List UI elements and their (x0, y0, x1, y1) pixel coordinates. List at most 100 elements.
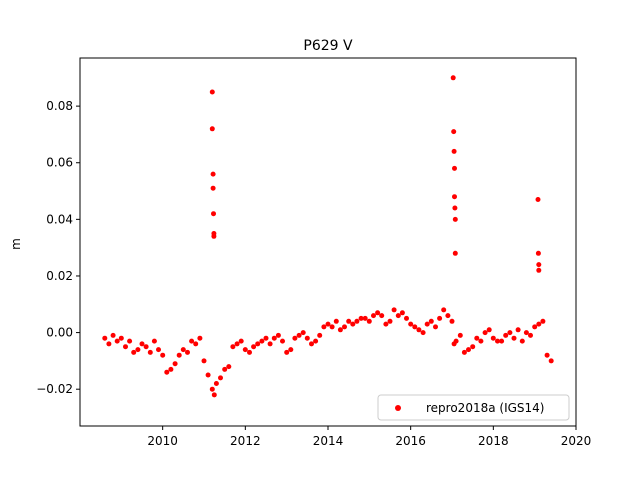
data-point (519, 338, 525, 344)
data-point (218, 375, 223, 381)
data-point (404, 315, 409, 321)
data-point (536, 321, 542, 327)
data-point (304, 335, 310, 341)
data-point (457, 332, 463, 338)
data-point (333, 318, 339, 324)
outlier-point (209, 126, 215, 132)
y-tick-label: 0.08 (46, 99, 73, 113)
outlier-point (535, 197, 541, 202)
data-point (313, 338, 319, 344)
x-tick-label: 2010 (147, 434, 178, 448)
chart-title: P629 V (303, 38, 353, 54)
data-point (412, 324, 418, 330)
data-point (238, 338, 244, 344)
data-point (371, 313, 376, 319)
data-point (515, 327, 521, 333)
data-point (259, 338, 265, 344)
x-tick-label: 2018 (478, 434, 509, 448)
outlier-point (452, 250, 458, 256)
y-tick-label: −0.02 (36, 382, 73, 396)
x-tick-label: 2016 (395, 434, 426, 448)
y-axis-label: m (9, 238, 23, 250)
data-point (156, 347, 161, 353)
data-point (296, 332, 302, 338)
data-point (160, 352, 166, 358)
data-point (395, 313, 401, 319)
y-tick-label: 0.02 (46, 269, 73, 283)
data-point (548, 358, 554, 364)
data-point (495, 338, 500, 344)
outlier-point (536, 262, 542, 268)
data-point (205, 372, 211, 378)
data-point (420, 330, 426, 336)
data-point (428, 318, 434, 324)
data-layer (102, 75, 554, 398)
outlier-point (451, 148, 457, 154)
data-point (211, 392, 217, 398)
data-point (172, 361, 178, 367)
data-point (482, 330, 488, 336)
outlier-point (210, 185, 216, 191)
legend-label: repro2018a (IGS14) (426, 401, 544, 415)
data-point (523, 330, 529, 336)
data-point (226, 364, 232, 370)
data-point (280, 338, 285, 344)
data-point (445, 313, 451, 319)
data-point (267, 341, 273, 347)
outlier-point (211, 211, 216, 217)
outlier-point (452, 216, 458, 222)
data-point (362, 315, 368, 321)
axes-frame (79, 57, 577, 427)
data-point (346, 318, 352, 324)
outlier-point (210, 171, 216, 177)
axis-ticks: 2010 2012 2014 2016 2018 2020 −0.02 0.00 0.02 0.0… (36, 99, 591, 448)
data-point (193, 341, 199, 347)
y-tick-label: 0.06 (46, 156, 73, 170)
data-point (325, 321, 331, 327)
outlier-point (450, 75, 456, 81)
data-point (176, 352, 182, 358)
data-point (375, 310, 381, 316)
data-point (350, 321, 356, 327)
data-point (416, 327, 422, 333)
data-point (251, 344, 257, 350)
data-point (478, 338, 484, 344)
data-point (354, 318, 360, 324)
x-tick-label: 2014 (313, 434, 344, 448)
data-point (507, 330, 513, 336)
data-point (329, 324, 335, 330)
data-point (213, 381, 219, 386)
data-point (461, 349, 467, 355)
data-point (180, 347, 186, 353)
data-point (399, 310, 405, 316)
data-point (131, 349, 137, 355)
y-tick-label: 0.00 (46, 326, 73, 340)
data-point (209, 386, 215, 392)
data-point (387, 318, 393, 324)
data-point (247, 349, 252, 355)
data-point (292, 335, 298, 341)
y-tick-label: 0.04 (46, 212, 73, 226)
data-point (127, 338, 133, 344)
outlier-point (452, 165, 457, 171)
data-point (449, 318, 455, 324)
outlier-point (451, 129, 457, 135)
data-point (201, 358, 207, 364)
data-point (470, 344, 476, 350)
data-point (408, 321, 414, 327)
data-point (528, 332, 533, 338)
data-point (358, 315, 364, 321)
data-point (309, 341, 314, 347)
data-point (139, 341, 145, 347)
legend-marker (395, 405, 401, 411)
data-point (234, 341, 240, 347)
data-point (379, 313, 385, 319)
data-point (453, 338, 459, 344)
data-point (242, 347, 248, 353)
legend: repro2018a (IGS14) (377, 394, 570, 421)
data-point (366, 318, 372, 324)
legend-box (377, 394, 570, 421)
data-point (540, 318, 546, 324)
data-point (288, 347, 294, 353)
